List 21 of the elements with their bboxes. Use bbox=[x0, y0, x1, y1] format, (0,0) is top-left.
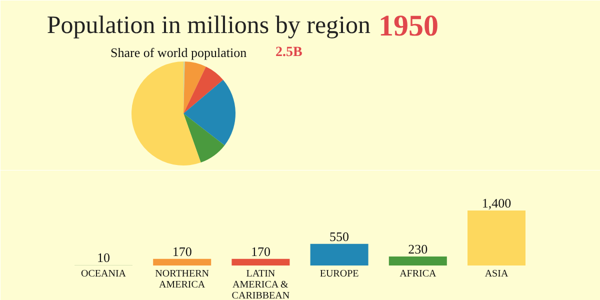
x-tick-label: OCEANIA bbox=[81, 268, 127, 280]
x-tick-label: EUROPE bbox=[320, 268, 359, 280]
chart-title: Population in millions by region bbox=[46, 12, 371, 39]
text: 1950 bbox=[378, 10, 438, 42]
chart-subtitle: Share of world population bbox=[110, 45, 248, 60]
x-tick-label: LATIN AMERICA & CARIBBEAN bbox=[232, 268, 290, 300]
bar bbox=[232, 258, 290, 266]
data-label: 1,400 bbox=[482, 196, 512, 210]
bar bbox=[153, 258, 212, 266]
bar bbox=[310, 244, 368, 266]
x-tick-label: NORTHERN AMERICA bbox=[155, 268, 210, 290]
bar bbox=[388, 256, 447, 266]
data-label: 170 bbox=[172, 244, 192, 259]
data-label: 10 bbox=[97, 250, 110, 266]
data-label: 550 bbox=[330, 228, 350, 244]
bar bbox=[468, 210, 526, 266]
x-tick-label: AFRICA bbox=[400, 268, 438, 280]
data-label: 170 bbox=[250, 244, 270, 259]
text: 2.5B bbox=[276, 45, 302, 60]
x-tick-label: ASIA bbox=[484, 268, 509, 280]
data-label: 230 bbox=[408, 241, 428, 256]
